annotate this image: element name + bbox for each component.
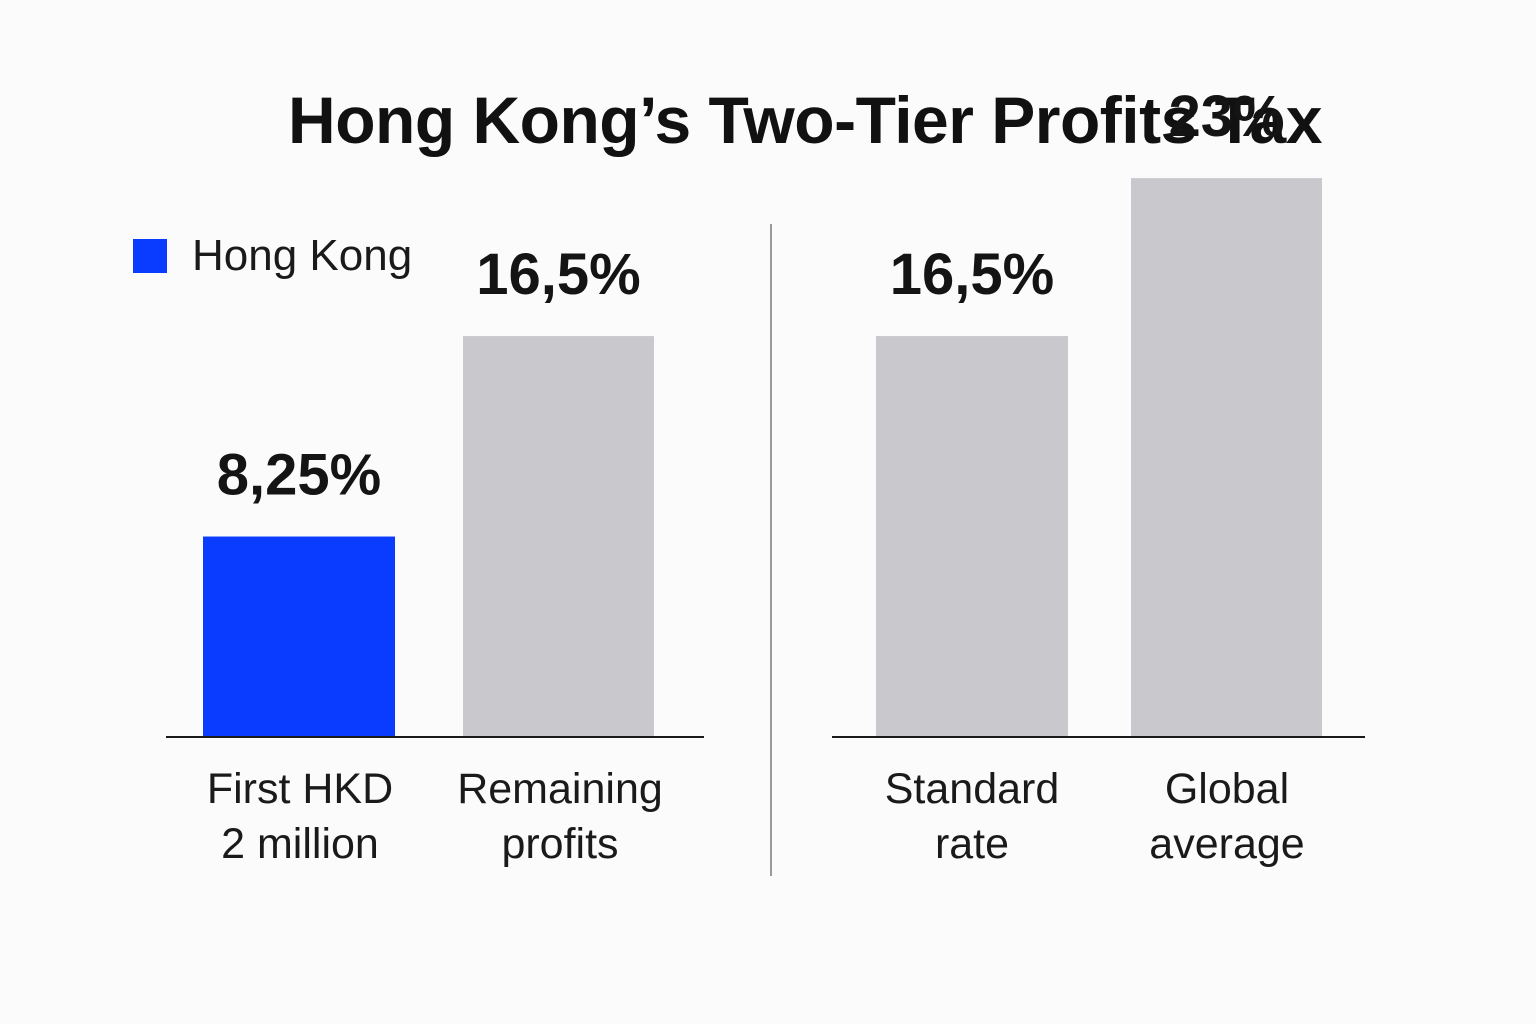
category-label-line: First HKD — [206, 765, 394, 813]
category-label-global: Global average — [1097, 762, 1357, 872]
category-label-line: Global — [1164, 765, 1290, 813]
value-label: 23% — [1168, 84, 1284, 149]
legend-label: Hong Kong — [192, 231, 413, 280]
category-label-standard: Standard rate — [842, 762, 1102, 872]
legend: Hong Kong — [133, 228, 412, 284]
value-label: 8,25% — [217, 443, 381, 508]
bar — [463, 336, 654, 737]
category-label-line: average — [1149, 820, 1305, 868]
category-label-line: profits — [501, 820, 619, 868]
legend-swatch — [133, 239, 167, 273]
category-label-line: 2 million — [221, 820, 379, 868]
bar — [203, 536, 395, 737]
category-label-first-hkd: First HKD 2 million — [170, 762, 430, 872]
category-label-line: rate — [934, 820, 1010, 868]
bar — [1131, 178, 1322, 738]
bar — [876, 336, 1068, 737]
category-label-line: Standard — [884, 765, 1060, 813]
value-label: 16,5% — [476, 242, 640, 307]
category-label-line: Remaining — [457, 765, 663, 813]
chart-title: Hong Kong’s Two-Tier Profits Tax — [288, 83, 1322, 157]
value-label: 16,5% — [890, 242, 1054, 307]
category-label-remaining: Remaining profits — [430, 762, 690, 872]
